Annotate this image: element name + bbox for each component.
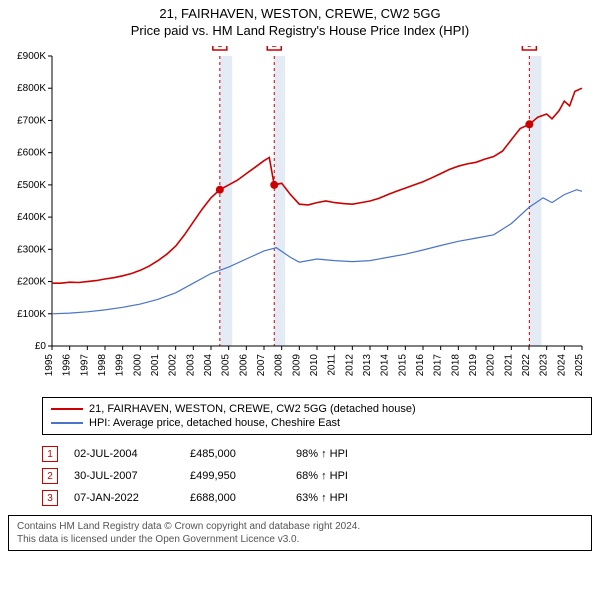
legend-row: HPI: Average price, detached house, Ches… (51, 416, 583, 430)
svg-text:£500K: £500K (17, 180, 46, 191)
svg-text:£300K: £300K (17, 244, 46, 255)
transaction-badge: 2 (42, 468, 58, 484)
svg-text:£900K: £900K (17, 51, 46, 62)
svg-text:£800K: £800K (17, 83, 46, 94)
transaction-price: £688,000 (190, 492, 280, 504)
footer-line: This data is licensed under the Open Gov… (17, 533, 583, 546)
svg-text:£100K: £100K (17, 309, 46, 320)
transaction-row: 3 07-JAN-2022 £688,000 63% ↑ HPI (42, 487, 592, 509)
svg-text:2002: 2002 (168, 354, 179, 377)
svg-text:2009: 2009 (291, 354, 302, 377)
legend-swatch (51, 422, 83, 424)
svg-text:£700K: £700K (17, 115, 46, 126)
transaction-date: 30-JUL-2007 (74, 470, 174, 482)
svg-text:3: 3 (527, 46, 532, 49)
svg-text:1: 1 (217, 46, 222, 49)
footer-line: Contains HM Land Registry data © Crown c… (17, 520, 583, 533)
transaction-pct: 63% ↑ HPI (296, 492, 386, 504)
svg-text:2011: 2011 (327, 354, 338, 376)
svg-text:2007: 2007 (256, 354, 267, 377)
svg-text:2010: 2010 (309, 354, 320, 377)
svg-text:£400K: £400K (17, 212, 46, 223)
svg-text:1998: 1998 (97, 354, 108, 377)
svg-text:2024: 2024 (556, 354, 567, 377)
svg-text:2016: 2016 (415, 354, 426, 377)
svg-text:2005: 2005 (221, 354, 232, 377)
svg-text:2012: 2012 (344, 354, 355, 377)
transaction-pct: 68% ↑ HPI (296, 470, 386, 482)
transaction-row: 1 02-JUL-2004 £485,000 98% ↑ HPI (42, 443, 592, 465)
svg-text:2015: 2015 (397, 354, 408, 377)
svg-text:£0: £0 (35, 341, 47, 352)
svg-text:1999: 1999 (115, 354, 126, 377)
legend-row: 21, FAIRHAVEN, WESTON, CREWE, CW2 5GG (d… (51, 402, 583, 416)
transaction-date: 07-JAN-2022 (74, 492, 174, 504)
svg-text:2004: 2004 (203, 354, 214, 377)
svg-text:2000: 2000 (132, 354, 143, 377)
legend-label: 21, FAIRHAVEN, WESTON, CREWE, CW2 5GG (d… (89, 403, 416, 415)
svg-text:£600K: £600K (17, 148, 46, 159)
transaction-row: 2 30-JUL-2007 £499,950 68% ↑ HPI (42, 465, 592, 487)
svg-text:2003: 2003 (185, 354, 196, 377)
chart-header: 21, FAIRHAVEN, WESTON, CREWE, CW2 5GG Pr… (0, 0, 600, 40)
line-chart: £0 £100K £200K £300K £400K £500K £600K £700K £80… (8, 46, 592, 386)
svg-text:2020: 2020 (486, 354, 497, 377)
svg-text:2: 2 (272, 46, 277, 49)
svg-text:2025: 2025 (574, 354, 585, 377)
svg-text:2022: 2022 (521, 354, 532, 377)
chart-title: 21, FAIRHAVEN, WESTON, CREWE, CW2 5GG (0, 6, 600, 21)
transaction-badge: 3 (42, 490, 58, 506)
svg-text:1995: 1995 (44, 354, 55, 377)
legend: 21, FAIRHAVEN, WESTON, CREWE, CW2 5GG (d… (42, 397, 592, 435)
transaction-date: 02-JUL-2004 (74, 448, 174, 460)
svg-text:£200K: £200K (17, 277, 46, 288)
svg-text:1996: 1996 (62, 354, 73, 377)
chart-area: £0 £100K £200K £300K £400K £500K £600K £700K £80… (8, 46, 592, 391)
svg-text:2001: 2001 (150, 354, 161, 377)
svg-text:2013: 2013 (362, 354, 373, 377)
transaction-price: £499,950 (190, 470, 280, 482)
transaction-badge: 1 (42, 446, 58, 462)
transactions-table: 1 02-JUL-2004 £485,000 98% ↑ HPI 2 30-JU… (42, 443, 592, 509)
svg-text:2019: 2019 (468, 354, 479, 377)
footer-attribution: Contains HM Land Registry data © Crown c… (8, 515, 592, 551)
svg-text:2014: 2014 (380, 354, 391, 377)
svg-text:2021: 2021 (503, 354, 514, 377)
legend-label: HPI: Average price, detached house, Ches… (89, 417, 340, 429)
svg-text:2017: 2017 (433, 354, 444, 377)
legend-swatch (51, 408, 83, 410)
svg-text:2023: 2023 (539, 354, 550, 377)
svg-text:1997: 1997 (79, 354, 90, 377)
svg-text:2018: 2018 (450, 354, 461, 377)
svg-text:2006: 2006 (238, 354, 249, 377)
chart-subtitle: Price paid vs. HM Land Registry's House … (0, 23, 600, 38)
transaction-pct: 98% ↑ HPI (296, 448, 386, 460)
svg-text:2008: 2008 (274, 354, 285, 377)
transaction-price: £485,000 (190, 448, 280, 460)
